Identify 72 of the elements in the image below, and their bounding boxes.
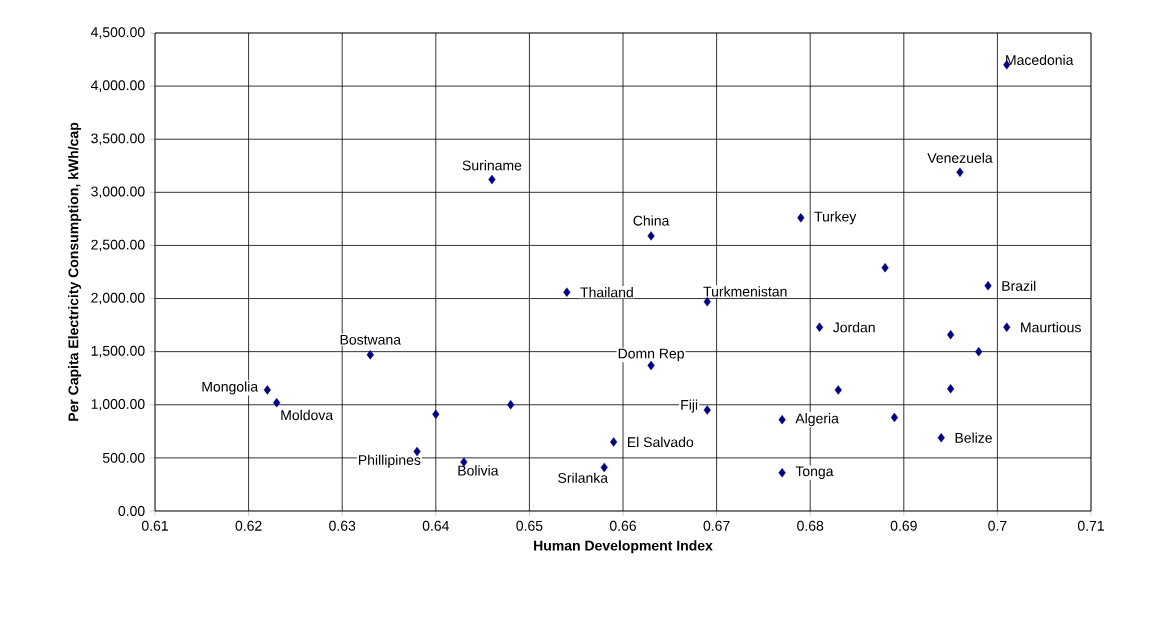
point: [273, 397, 281, 408]
point: [975, 346, 983, 357]
y-axis-title: Per Capita Electricity Consumption, kWh/cap: [68, 122, 82, 421]
point: [937, 433, 945, 443]
y-tick-label: 500.00: [102, 452, 145, 463]
point: [890, 412, 899, 423]
y-tick-label: 3,500.00: [91, 133, 145, 145]
annotation: Fiji: [681, 399, 698, 413]
annotation: Bolivia: [458, 465, 499, 476]
point: [834, 385, 842, 395]
x-tick-label: 0.64: [422, 520, 450, 531]
y-tick-label: 2,500.00: [91, 239, 145, 252]
annotation: Moldova: [281, 409, 334, 421]
point: [703, 297, 711, 307]
annotation: Domn Rep: [618, 348, 684, 362]
point: [432, 409, 440, 420]
annotation: Srilanka: [558, 472, 609, 483]
x-tick-label: 0.67: [703, 520, 730, 531]
x-tick-label: 0.69: [890, 520, 917, 531]
point: [881, 263, 889, 273]
y-tick-label: 3,000.00: [91, 186, 145, 199]
x-tick-label: 0.61: [141, 520, 168, 531]
annotation: Thailand: [580, 287, 633, 298]
y-tick-label: 1,500.00: [91, 345, 145, 358]
point: [366, 350, 374, 360]
point: [947, 329, 955, 340]
point: [797, 213, 805, 223]
y-tick-label: 2,000.00: [91, 292, 145, 305]
annotation: Macedonia: [1006, 54, 1074, 66]
point: [703, 405, 711, 415]
annotation: Bostwana: [340, 334, 402, 345]
x-tick-label: 0.68: [797, 520, 824, 531]
annotation: Jordan: [832, 322, 875, 333]
annotation: Algeria: [795, 413, 839, 427]
x-axis-title: Human Development Index: [534, 540, 713, 554]
y-tick-label: 1,000.00: [91, 398, 145, 411]
point: [947, 384, 955, 394]
y-tick-label: 4,500.00: [90, 27, 145, 39]
point: [956, 167, 964, 177]
point: [815, 322, 824, 332]
x-tick-label: 0.65: [516, 520, 543, 531]
point: [563, 287, 571, 297]
annotation: Venezuela: [927, 152, 993, 163]
annotation: Belize: [955, 432, 992, 443]
annotation: Mongolia: [202, 381, 259, 395]
y-tick-label: 4,000.00: [90, 80, 145, 92]
annotation: Brazil: [1002, 280, 1036, 291]
annotation: Turkmenistan: [703, 286, 787, 297]
point: [600, 462, 608, 473]
point: [984, 281, 992, 291]
point: [263, 385, 271, 395]
point: [647, 360, 655, 371]
x-tick-label: 0.63: [329, 520, 356, 531]
point: [1003, 322, 1011, 332]
x-tick-label: 0.7: [988, 520, 1007, 531]
x-tick-label: 0.66: [609, 520, 637, 531]
point: [610, 437, 618, 447]
point: [778, 468, 786, 478]
annotation: Phillipines: [359, 454, 421, 468]
y-tick-label: 0.00: [118, 506, 145, 516]
annotation: Turkey: [814, 211, 857, 225]
x-tick-label: 0.71: [1077, 520, 1104, 531]
annotation: China: [633, 215, 670, 226]
point: [507, 400, 515, 410]
point: [488, 174, 496, 185]
point: [778, 414, 786, 425]
annotation: Suriname: [462, 160, 522, 171]
annotation: Maurtious: [1021, 322, 1081, 333]
annotation: El Salvado: [627, 436, 694, 448]
point: [647, 231, 655, 241]
annotation: Tonga: [795, 466, 834, 480]
x-tick-label: 0.62: [235, 520, 262, 531]
